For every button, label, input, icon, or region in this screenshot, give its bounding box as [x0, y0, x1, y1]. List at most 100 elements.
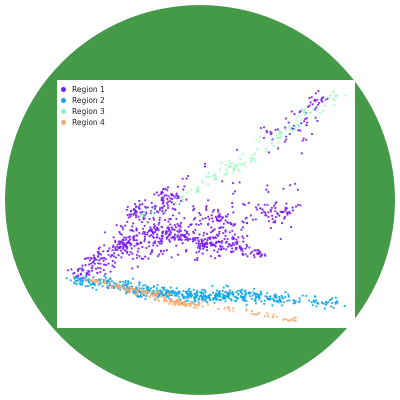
scatter-point-region-3: [301, 118, 304, 121]
scatter-point-region-4: [173, 300, 176, 304]
scatter-point-region-1: [305, 124, 308, 127]
scatter-point-region-4: [122, 286, 125, 289]
scatter-point-region-2: [175, 294, 178, 297]
scatter-point-region-1: [225, 241, 228, 244]
scatter-point-region-1: [154, 205, 157, 208]
scatter-point-region-1: [195, 251, 198, 254]
scatter-point-region-1: [197, 244, 200, 247]
scatter-point-region-2: [236, 297, 239, 300]
scatter-point-region-1: [221, 216, 224, 219]
scatter-point-region-1: [104, 272, 107, 276]
scatter-point-region-3: [154, 203, 157, 206]
scatter-point-region-2: [215, 295, 218, 298]
scatter-point-region-2: [158, 289, 161, 292]
scatter-point-region-1: [305, 138, 308, 141]
scatter-point-region-4: [258, 311, 261, 314]
scatter-point-region-3: [213, 172, 216, 176]
circular-badge: Region 1 Region 2 Region 3 Region 4: [5, 5, 395, 395]
scatter-point-region-2: [234, 300, 238, 303]
scatter-point-region-2: [259, 290, 262, 293]
scatter-point-region-1: [111, 259, 114, 263]
scatter-point-region-2: [284, 295, 287, 298]
scatter-point-region-1: [284, 206, 287, 209]
scatter-point-region-1: [230, 251, 233, 254]
scatter-point-region-4: [83, 278, 86, 281]
scatter-point-region-1: [154, 240, 157, 243]
scatter-point-region-1: [161, 191, 164, 194]
scatter-point-region-3: [287, 125, 290, 128]
scatter-point-region-1: [283, 217, 286, 220]
scatter-point-region-2: [142, 294, 145, 297]
scatter-point-region-1: [261, 208, 264, 211]
scatter-point-region-1: [293, 113, 296, 116]
scatter-point-region-1: [150, 229, 153, 233]
scatter-point-region-1: [103, 231, 107, 234]
scatter-point-region-1: [310, 96, 313, 99]
scatter-point-region-1: [231, 201, 234, 205]
scatter-point-region-1: [237, 236, 240, 239]
scatter-point-region-1: [201, 245, 204, 248]
scatter-point-region-1: [178, 212, 181, 215]
scatter-point-region-2: [320, 301, 324, 304]
legend-entry: Region 4: [61, 117, 105, 128]
scatter-point-region-1: [231, 235, 234, 238]
scatter-point-region-1: [164, 187, 167, 190]
scatter-point-region-2: [206, 301, 209, 304]
scatter-point-region-2: [201, 288, 204, 291]
scatter-point-region-1: [171, 197, 174, 201]
scatter-point-region-1: [188, 238, 192, 241]
scatter-point-region-2: [97, 283, 100, 286]
scatter-point-region-1: [197, 242, 200, 245]
scatter-point-region-1: [219, 245, 222, 248]
scatter-point-region-1: [305, 117, 308, 120]
scatter-point-region-2: [144, 284, 147, 287]
scatter-point-region-1: [259, 207, 262, 210]
scatter-point-region-2: [138, 281, 141, 284]
scatter-point-region-2: [81, 281, 84, 285]
scatter-point-region-1: [87, 269, 90, 272]
scatter-point-region-1: [88, 273, 91, 276]
scatter-point-region-4: [292, 317, 295, 320]
scatter-point-region-3: [312, 108, 315, 111]
scatter-point-region-4: [108, 284, 111, 287]
scatter-point-region-3: [230, 162, 234, 165]
scatter-point-region-3: [277, 141, 280, 144]
scatter-point-region-1: [125, 208, 128, 211]
scatter-point-region-1: [267, 211, 270, 214]
scatter-point-region-1: [197, 240, 201, 243]
scatter-point-region-1: [263, 203, 266, 206]
scatter-point-region-4: [195, 306, 198, 309]
scatter-point-region-1: [192, 205, 195, 208]
scatter-point-region-2: [175, 287, 178, 290]
scatter-point-region-1: [121, 226, 124, 229]
scatter-point-region-2: [293, 301, 297, 305]
scatter-point-region-1: [224, 234, 227, 237]
scatter-point-region-1: [271, 214, 274, 217]
scatter-point-region-1: [182, 188, 185, 191]
scatter-point-region-2: [245, 304, 248, 307]
scatter-point-region-1: [136, 234, 139, 237]
scatter-point-region-1: [262, 136, 265, 140]
scatter-point-region-1: [242, 237, 245, 240]
scatter-point-region-1: [122, 241, 125, 244]
scatter-point-region-1: [254, 206, 258, 209]
scatter-point-region-1: [202, 243, 205, 246]
scatter-point-region-3: [164, 210, 167, 214]
scatter-point-region-1: [76, 268, 80, 271]
scatter-point-region-3: [195, 191, 198, 194]
scatter-point-region-1: [163, 194, 166, 197]
scatter-point-region-1: [165, 237, 168, 240]
scatter-point-region-1: [111, 246, 115, 249]
scatter-point-region-1: [132, 235, 135, 238]
scatter-point-region-1: [197, 223, 200, 226]
scatter-point-region-1: [208, 218, 211, 221]
scatter-point-region-1: [185, 231, 188, 234]
scatter-point-region-1: [276, 212, 279, 215]
scatter-point-region-1: [133, 245, 136, 248]
scatter-point-region-1: [240, 228, 243, 231]
scatter-point-region-1: [236, 148, 239, 151]
scatter-point-region-1: [97, 255, 100, 258]
scatter-point-region-1: [151, 250, 154, 253]
scatter-point-region-1: [177, 238, 180, 241]
scatter-point-region-3: [297, 125, 300, 128]
